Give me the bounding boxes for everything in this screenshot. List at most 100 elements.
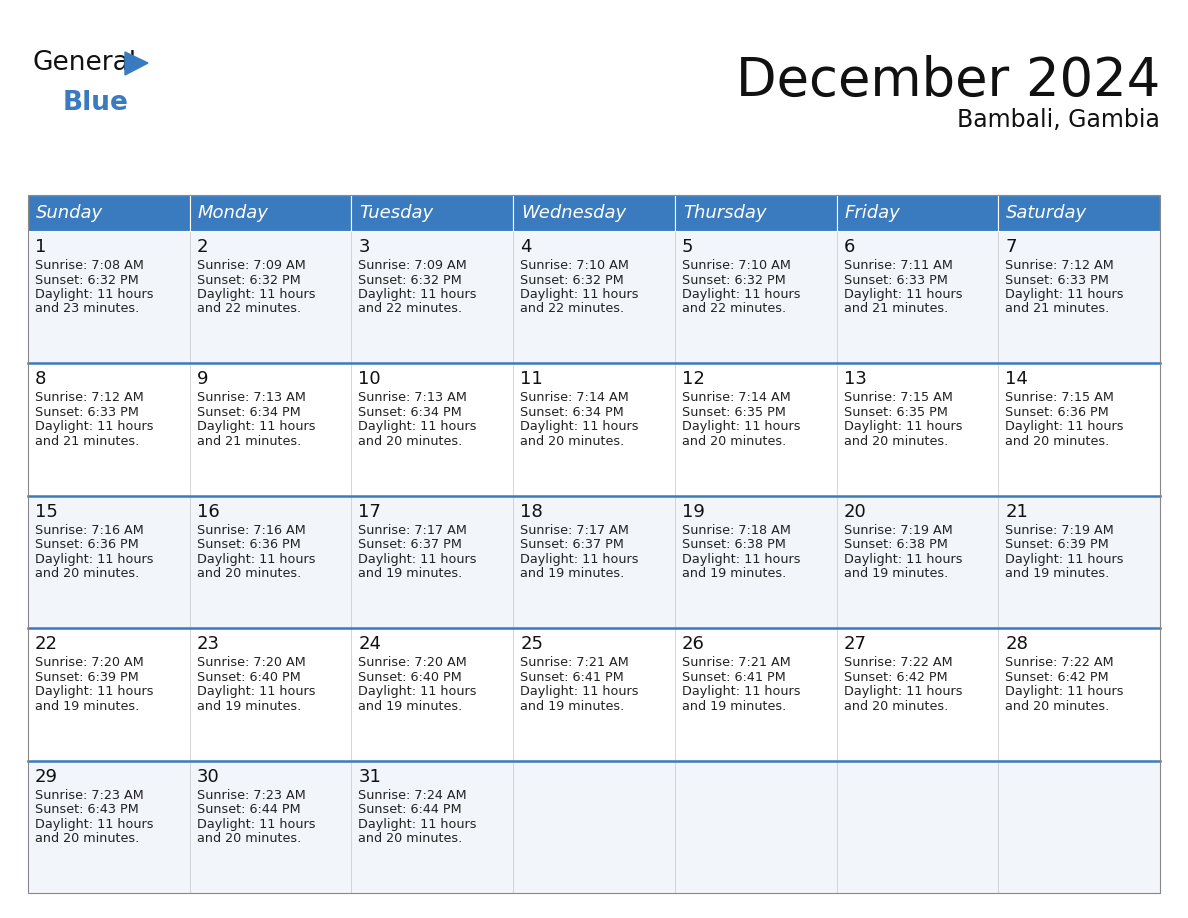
Text: Daylight: 11 hours: Daylight: 11 hours bbox=[1005, 685, 1124, 699]
Text: Sunrise: 7:20 AM: Sunrise: 7:20 AM bbox=[34, 656, 144, 669]
Text: 25: 25 bbox=[520, 635, 543, 654]
Text: and 20 minutes.: and 20 minutes. bbox=[197, 567, 301, 580]
Bar bbox=[998, 761, 1159, 893]
Text: 14: 14 bbox=[1005, 370, 1028, 388]
Bar bbox=[836, 231, 998, 364]
Bar bbox=[836, 364, 998, 496]
Text: Sunrise: 7:23 AM: Sunrise: 7:23 AM bbox=[197, 789, 305, 801]
Text: Sunset: 6:42 PM: Sunset: 6:42 PM bbox=[1005, 671, 1108, 684]
Text: Daylight: 11 hours: Daylight: 11 hours bbox=[197, 420, 315, 433]
Text: Sunrise: 7:16 AM: Sunrise: 7:16 AM bbox=[197, 524, 305, 537]
Text: Daylight: 11 hours: Daylight: 11 hours bbox=[1005, 288, 1124, 301]
Bar bbox=[352, 496, 513, 628]
Text: Sunrise: 7:15 AM: Sunrise: 7:15 AM bbox=[1005, 391, 1114, 405]
Text: Daylight: 11 hours: Daylight: 11 hours bbox=[34, 288, 153, 301]
Text: and 20 minutes.: and 20 minutes. bbox=[1005, 435, 1110, 448]
Text: and 19 minutes.: and 19 minutes. bbox=[520, 700, 625, 712]
Text: and 21 minutes.: and 21 minutes. bbox=[843, 303, 948, 316]
Text: Sunrise: 7:20 AM: Sunrise: 7:20 AM bbox=[197, 656, 305, 669]
Text: 4: 4 bbox=[520, 238, 532, 256]
Text: Sunrise: 7:22 AM: Sunrise: 7:22 AM bbox=[843, 656, 953, 669]
Text: and 22 minutes.: and 22 minutes. bbox=[682, 303, 786, 316]
Text: and 20 minutes.: and 20 minutes. bbox=[359, 435, 462, 448]
Text: Sunrise: 7:14 AM: Sunrise: 7:14 AM bbox=[520, 391, 628, 405]
Text: Daylight: 11 hours: Daylight: 11 hours bbox=[520, 288, 639, 301]
Text: Daylight: 11 hours: Daylight: 11 hours bbox=[34, 818, 153, 831]
Text: Monday: Monday bbox=[197, 204, 268, 222]
Text: and 19 minutes.: and 19 minutes. bbox=[1005, 567, 1110, 580]
Bar bbox=[190, 628, 352, 761]
Text: Sunrise: 7:24 AM: Sunrise: 7:24 AM bbox=[359, 789, 467, 801]
Text: 6: 6 bbox=[843, 238, 855, 256]
Text: Sunset: 6:37 PM: Sunset: 6:37 PM bbox=[520, 538, 624, 552]
Text: 31: 31 bbox=[359, 767, 381, 786]
Text: Sunrise: 7:20 AM: Sunrise: 7:20 AM bbox=[359, 656, 467, 669]
Text: and 19 minutes.: and 19 minutes. bbox=[197, 700, 301, 712]
Text: Sunrise: 7:18 AM: Sunrise: 7:18 AM bbox=[682, 524, 791, 537]
Text: 24: 24 bbox=[359, 635, 381, 654]
Text: 11: 11 bbox=[520, 370, 543, 388]
Text: and 19 minutes.: and 19 minutes. bbox=[34, 700, 139, 712]
Text: 13: 13 bbox=[843, 370, 866, 388]
Text: Daylight: 11 hours: Daylight: 11 hours bbox=[843, 553, 962, 565]
Text: and 20 minutes.: and 20 minutes. bbox=[359, 832, 462, 845]
Text: 21: 21 bbox=[1005, 503, 1028, 521]
Text: Sunrise: 7:09 AM: Sunrise: 7:09 AM bbox=[197, 259, 305, 272]
Bar bbox=[836, 628, 998, 761]
Polygon shape bbox=[125, 52, 148, 75]
Text: Wednesday: Wednesday bbox=[522, 204, 626, 222]
Text: and 19 minutes.: and 19 minutes. bbox=[359, 700, 462, 712]
Text: Sunrise: 7:10 AM: Sunrise: 7:10 AM bbox=[682, 259, 791, 272]
Text: 28: 28 bbox=[1005, 635, 1028, 654]
Text: Sunset: 6:32 PM: Sunset: 6:32 PM bbox=[682, 274, 785, 286]
Text: Daylight: 11 hours: Daylight: 11 hours bbox=[843, 685, 962, 699]
Text: Sunset: 6:38 PM: Sunset: 6:38 PM bbox=[843, 538, 948, 552]
Text: 16: 16 bbox=[197, 503, 220, 521]
Text: and 21 minutes.: and 21 minutes. bbox=[1005, 303, 1110, 316]
Bar bbox=[29, 195, 190, 231]
Bar bbox=[675, 628, 836, 761]
Bar bbox=[29, 628, 190, 761]
Text: 1: 1 bbox=[34, 238, 46, 256]
Text: Daylight: 11 hours: Daylight: 11 hours bbox=[359, 553, 476, 565]
Text: Sunrise: 7:19 AM: Sunrise: 7:19 AM bbox=[843, 524, 953, 537]
Text: Sunset: 6:34 PM: Sunset: 6:34 PM bbox=[520, 406, 624, 419]
Text: Daylight: 11 hours: Daylight: 11 hours bbox=[197, 288, 315, 301]
Text: Sunset: 6:41 PM: Sunset: 6:41 PM bbox=[682, 671, 785, 684]
Text: Sunset: 6:41 PM: Sunset: 6:41 PM bbox=[520, 671, 624, 684]
Bar bbox=[29, 761, 190, 893]
Text: and 21 minutes.: and 21 minutes. bbox=[34, 435, 139, 448]
Text: and 20 minutes.: and 20 minutes. bbox=[520, 435, 625, 448]
Text: Daylight: 11 hours: Daylight: 11 hours bbox=[359, 288, 476, 301]
Text: 17: 17 bbox=[359, 503, 381, 521]
Text: Sunset: 6:33 PM: Sunset: 6:33 PM bbox=[843, 274, 948, 286]
Text: Sunset: 6:32 PM: Sunset: 6:32 PM bbox=[520, 274, 624, 286]
Text: 18: 18 bbox=[520, 503, 543, 521]
Text: and 19 minutes.: and 19 minutes. bbox=[359, 567, 462, 580]
Text: Daylight: 11 hours: Daylight: 11 hours bbox=[1005, 420, 1124, 433]
Bar bbox=[998, 628, 1159, 761]
Text: and 23 minutes.: and 23 minutes. bbox=[34, 303, 139, 316]
Text: Sunrise: 7:13 AM: Sunrise: 7:13 AM bbox=[359, 391, 467, 405]
Bar bbox=[352, 231, 513, 364]
Text: Daylight: 11 hours: Daylight: 11 hours bbox=[682, 685, 801, 699]
Text: 19: 19 bbox=[682, 503, 704, 521]
Text: Daylight: 11 hours: Daylight: 11 hours bbox=[34, 420, 153, 433]
Text: 5: 5 bbox=[682, 238, 694, 256]
Bar bbox=[836, 761, 998, 893]
Text: Sunset: 6:34 PM: Sunset: 6:34 PM bbox=[197, 406, 301, 419]
Text: Sunset: 6:33 PM: Sunset: 6:33 PM bbox=[1005, 274, 1110, 286]
Text: Sunset: 6:44 PM: Sunset: 6:44 PM bbox=[197, 803, 301, 816]
Text: Daylight: 11 hours: Daylight: 11 hours bbox=[682, 420, 801, 433]
Bar bbox=[513, 761, 675, 893]
Text: Sunset: 6:36 PM: Sunset: 6:36 PM bbox=[34, 538, 139, 552]
Bar bbox=[513, 231, 675, 364]
Text: 3: 3 bbox=[359, 238, 369, 256]
Text: Sunrise: 7:16 AM: Sunrise: 7:16 AM bbox=[34, 524, 144, 537]
Text: Sunrise: 7:17 AM: Sunrise: 7:17 AM bbox=[520, 524, 628, 537]
Text: and 19 minutes.: and 19 minutes. bbox=[682, 700, 786, 712]
Text: Sunset: 6:44 PM: Sunset: 6:44 PM bbox=[359, 803, 462, 816]
Text: Blue: Blue bbox=[63, 90, 128, 116]
Text: 12: 12 bbox=[682, 370, 704, 388]
Bar bbox=[675, 195, 836, 231]
